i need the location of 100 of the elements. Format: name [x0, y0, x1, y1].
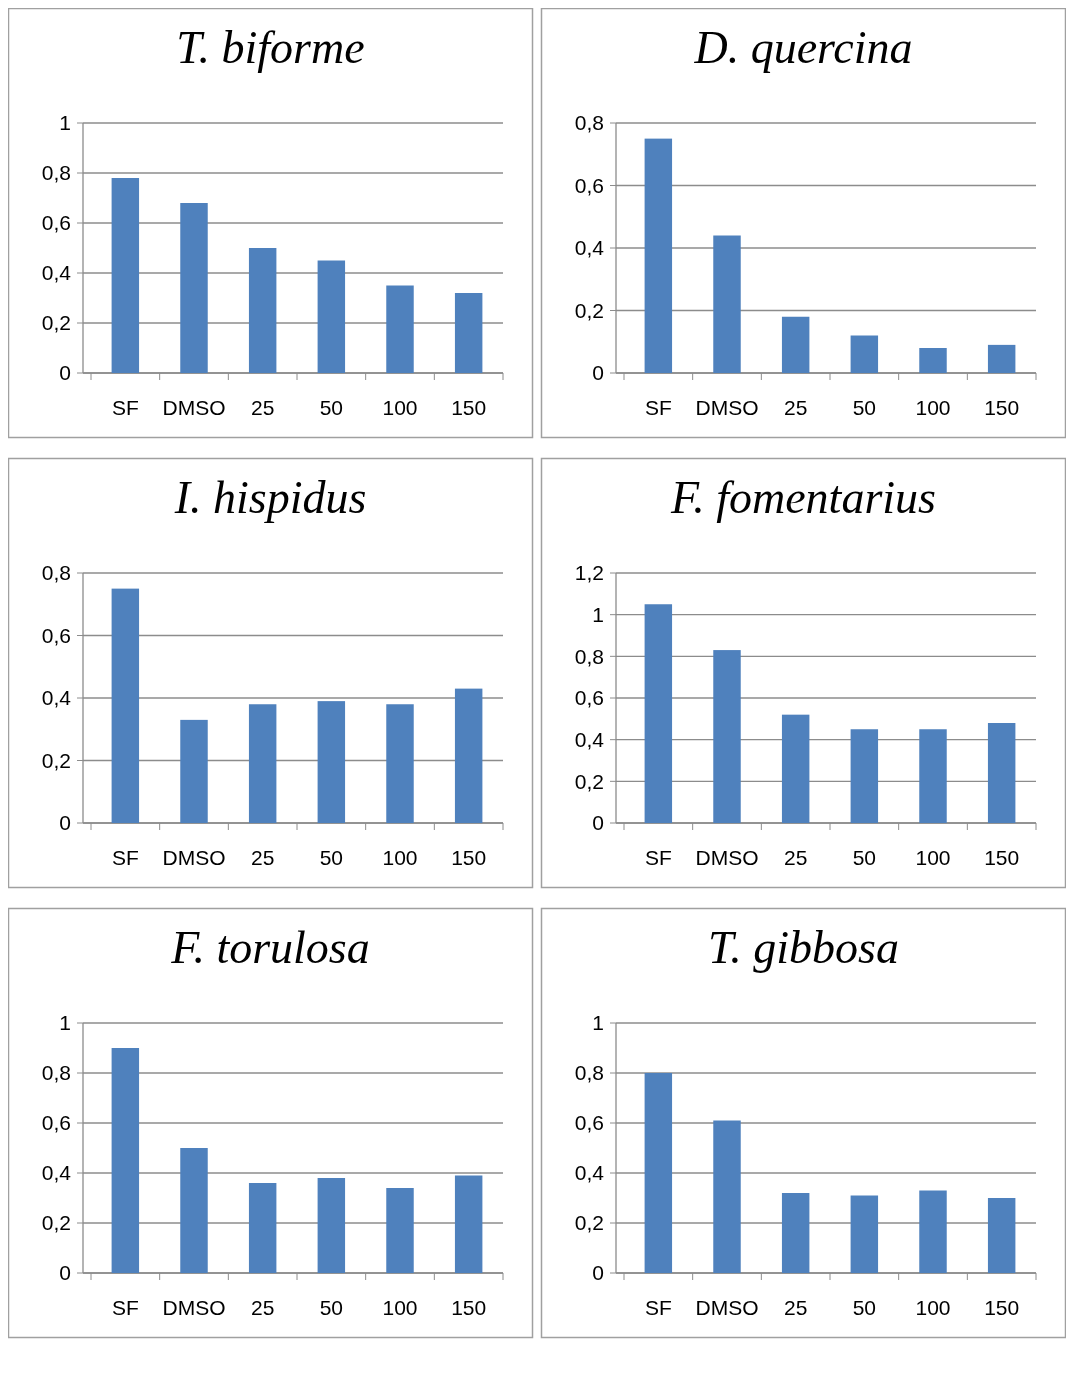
y-tick-label: 0,8: [41, 161, 71, 185]
bar: [713, 1120, 741, 1273]
y-tick-label: 1: [592, 603, 604, 627]
x-tick-label: DMSO: [695, 846, 759, 869]
x-tick-label: SF: [111, 396, 139, 419]
y-tick-label: 0,8: [574, 644, 604, 668]
bar: [781, 714, 810, 823]
x-tick-label: 50: [319, 1296, 344, 1319]
x-tick-label: 100: [382, 1296, 418, 1319]
x-tick-label: SF: [111, 1296, 139, 1319]
y-tick-label: 0,8: [574, 111, 604, 135]
bar: [987, 344, 1016, 373]
y-tick-label: 0,4: [574, 728, 605, 752]
y-tick-label: 0,6: [41, 1111, 71, 1135]
bar: [386, 704, 414, 823]
chart-title: F. torulosa: [170, 922, 370, 973]
chart-title: T. gibbosa: [708, 922, 899, 973]
y-tick-label: 0,4: [41, 686, 72, 710]
y-tick-label: 0,2: [41, 311, 71, 335]
bar: [781, 316, 810, 373]
x-tick-label: 25: [783, 846, 808, 869]
x-tick-label: 50: [319, 846, 344, 869]
bar: [644, 138, 673, 373]
y-tick-label: 0: [592, 1261, 604, 1285]
x-tick-label: DMSO: [695, 396, 759, 419]
x-tick-label: 150: [451, 396, 487, 419]
chart-title: I. hispidus: [173, 472, 367, 523]
x-tick-label: 25: [250, 1296, 275, 1319]
y-tick-label: 0: [59, 811, 71, 835]
bar: [111, 178, 140, 373]
x-tick-label: SF: [644, 396, 672, 419]
x-tick-label: SF: [111, 846, 139, 869]
bar: [454, 293, 483, 373]
bar: [248, 1183, 277, 1273]
bar: [919, 729, 947, 823]
bar: [850, 335, 879, 373]
y-tick-label: 1,2: [574, 561, 604, 585]
y-tick-label: 0,2: [574, 769, 604, 793]
y-tick-label: 0,6: [41, 211, 71, 235]
y-tick-label: 0,6: [41, 623, 71, 647]
bar: [987, 1198, 1016, 1273]
y-tick-label: 0,4: [41, 261, 72, 285]
bar: [713, 235, 741, 373]
x-tick-label: 50: [319, 396, 344, 419]
x-tick-label: 25: [783, 1296, 808, 1319]
x-tick-label: DMSO: [162, 846, 226, 869]
x-tick-label: 25: [783, 396, 808, 419]
y-tick-label: 0,8: [41, 1061, 71, 1085]
chart-title: D. quercina: [693, 22, 913, 73]
x-tick-label: SF: [644, 1296, 672, 1319]
y-tick-label: 0,8: [41, 561, 71, 585]
bar: [386, 285, 414, 373]
bar: [180, 1148, 208, 1273]
bar: [919, 348, 947, 373]
bar: [248, 248, 277, 373]
x-tick-label: 150: [451, 1296, 487, 1319]
x-tick-label: 50: [852, 396, 877, 419]
bar: [248, 704, 277, 823]
y-tick-label: 0,2: [41, 1211, 71, 1235]
bar: [919, 1190, 947, 1273]
chart-title: F. fomentarius: [670, 472, 936, 523]
y-tick-label: 1: [59, 1011, 71, 1035]
y-tick-label: 0,6: [574, 1111, 604, 1135]
x-tick-label: 100: [915, 1296, 951, 1319]
y-tick-label: 0: [592, 361, 604, 385]
bar: [781, 1193, 810, 1273]
bar: [987, 723, 1016, 823]
x-tick-label: DMSO: [695, 1296, 759, 1319]
x-tick-label: 50: [852, 846, 877, 869]
x-tick-label: SF: [644, 846, 672, 869]
bar: [180, 719, 208, 823]
bar: [454, 688, 483, 823]
bar: [850, 729, 879, 823]
y-tick-label: 0,2: [41, 748, 71, 772]
x-tick-label: 150: [984, 846, 1020, 869]
y-tick-label: 0: [59, 361, 71, 385]
x-tick-label: 25: [250, 396, 275, 419]
bar: [111, 588, 140, 823]
x-tick-label: 100: [382, 846, 418, 869]
bar: [317, 701, 346, 823]
y-tick-label: 0,6: [574, 686, 604, 710]
x-tick-label: 150: [984, 1296, 1020, 1319]
x-tick-label: DMSO: [162, 1296, 226, 1319]
bar: [454, 1175, 483, 1273]
bar: [111, 1048, 140, 1273]
x-tick-label: 25: [250, 846, 275, 869]
bar: [850, 1195, 879, 1273]
x-tick-label: 150: [984, 396, 1020, 419]
x-tick-label: 50: [852, 1296, 877, 1319]
y-tick-label: 0,4: [41, 1161, 72, 1185]
bar: [317, 1178, 346, 1273]
bar: [713, 650, 741, 823]
y-tick-label: 0,4: [574, 236, 605, 260]
chart-title: T. biforme: [176, 22, 365, 73]
y-tick-label: 1: [592, 1011, 604, 1035]
y-tick-label: 0,8: [574, 1061, 604, 1085]
y-tick-label: 0: [592, 811, 604, 835]
y-tick-label: 0,4: [574, 1161, 605, 1185]
y-tick-label: 0,6: [574, 173, 604, 197]
y-tick-label: 0: [59, 1261, 71, 1285]
